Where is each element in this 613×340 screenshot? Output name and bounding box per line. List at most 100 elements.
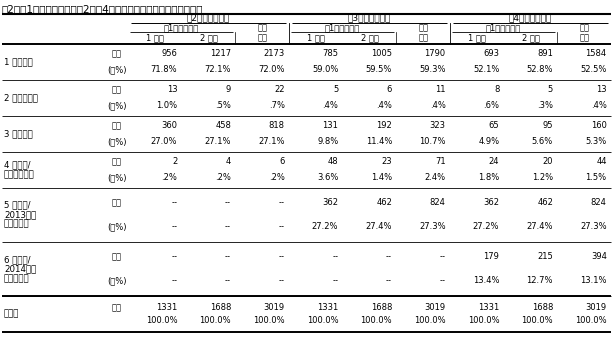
Text: 72.1%: 72.1% — [205, 65, 231, 74]
Text: --: -- — [172, 199, 177, 207]
Text: 1005: 1005 — [371, 49, 392, 58]
Text: (列%): (列%) — [107, 65, 127, 74]
Text: 度数: 度数 — [112, 121, 122, 130]
Text: までに辞退: までに辞退 — [4, 274, 29, 283]
Text: 48: 48 — [328, 157, 338, 166]
Text: 1.4%: 1.4% — [371, 173, 392, 182]
Text: 1.2%: 1.2% — [532, 173, 553, 182]
Text: 360: 360 — [161, 121, 177, 130]
Text: 27.3%: 27.3% — [580, 222, 607, 231]
Text: 6: 6 — [387, 85, 392, 94]
Text: 693: 693 — [484, 49, 500, 58]
Text: 6: 6 — [280, 157, 284, 166]
Text: 1.0%: 1.0% — [156, 101, 177, 110]
Text: 394: 394 — [591, 253, 607, 261]
Text: .4%: .4% — [430, 101, 446, 110]
Text: 4 未送付/: 4 未送付/ — [4, 160, 31, 169]
Text: 合計: 合計 — [418, 33, 428, 42]
Text: 785: 785 — [322, 49, 338, 58]
Text: 1688: 1688 — [371, 303, 392, 312]
Text: 4.9%: 4.9% — [478, 137, 500, 146]
Text: 27.0%: 27.0% — [151, 137, 177, 146]
Text: 度数: 度数 — [112, 303, 122, 312]
Text: 52.5%: 52.5% — [581, 65, 607, 74]
Text: 24: 24 — [489, 157, 500, 166]
Text: 215: 215 — [537, 253, 553, 261]
Text: .6%: .6% — [484, 101, 500, 110]
Text: 3019: 3019 — [585, 303, 607, 312]
Text: 192: 192 — [376, 121, 392, 130]
Text: --: -- — [279, 222, 284, 231]
Text: 100.0%: 100.0% — [146, 316, 177, 325]
Text: 合計: 合計 — [257, 23, 267, 32]
Text: 1.5%: 1.5% — [585, 173, 607, 182]
Text: 458: 458 — [215, 121, 231, 130]
Text: --: -- — [279, 253, 284, 261]
Text: 179: 179 — [484, 253, 500, 261]
Text: --: -- — [386, 253, 392, 261]
Text: 100.0%: 100.0% — [199, 316, 231, 325]
Text: 71: 71 — [435, 157, 446, 166]
Text: 59.3%: 59.3% — [419, 65, 446, 74]
Text: --: -- — [440, 276, 446, 285]
Text: (列%): (列%) — [107, 137, 127, 146]
Text: 第3回調査の結果: 第3回調査の結果 — [348, 14, 391, 22]
Text: 59.5%: 59.5% — [366, 65, 392, 74]
Text: 27.4%: 27.4% — [365, 222, 392, 231]
Text: 5: 5 — [333, 85, 338, 94]
Text: 9.8%: 9.8% — [317, 137, 338, 146]
Text: 52.1%: 52.1% — [473, 65, 500, 74]
Text: --: -- — [279, 276, 284, 285]
Text: --: -- — [332, 276, 338, 285]
Text: (列%): (列%) — [107, 173, 127, 182]
Text: 5 未送付/: 5 未送付/ — [4, 201, 31, 210]
Text: .4%: .4% — [591, 101, 607, 110]
Text: 12.7%: 12.7% — [527, 276, 553, 285]
Text: .3%: .3% — [537, 101, 553, 110]
Text: --: -- — [172, 253, 177, 261]
Text: --: -- — [225, 253, 231, 261]
Text: 第1回調査種別: 第1回調査種別 — [325, 23, 360, 32]
Text: 2 留置: 2 留置 — [200, 33, 218, 42]
Text: 818: 818 — [268, 121, 284, 130]
Text: 27.1%: 27.1% — [258, 137, 284, 146]
Text: までに辞退: までに辞退 — [4, 220, 29, 229]
Text: .7%: .7% — [268, 101, 284, 110]
Text: 100.0%: 100.0% — [414, 316, 446, 325]
Text: 2 留置: 2 留置 — [522, 33, 539, 42]
Text: 5.3%: 5.3% — [585, 137, 607, 146]
Text: .4%: .4% — [376, 101, 392, 110]
Text: 59.0%: 59.0% — [312, 65, 338, 74]
Text: 1331: 1331 — [317, 303, 338, 312]
Text: 合計: 合計 — [579, 23, 589, 32]
Text: --: -- — [172, 222, 177, 231]
Text: 11.4%: 11.4% — [366, 137, 392, 146]
Text: 合計: 合計 — [418, 23, 428, 32]
Text: --: -- — [172, 276, 177, 285]
Text: 1331: 1331 — [478, 303, 500, 312]
Text: 160: 160 — [591, 121, 607, 130]
Text: 95: 95 — [543, 121, 553, 130]
Text: 送付前の辞退: 送付前の辞退 — [4, 170, 35, 179]
Text: 71.8%: 71.8% — [151, 65, 177, 74]
Text: 1.8%: 1.8% — [478, 173, 500, 182]
Text: 44: 44 — [596, 157, 607, 166]
Text: 2014年度: 2014年度 — [4, 265, 36, 273]
Text: 956: 956 — [161, 49, 177, 58]
Text: 27.3%: 27.3% — [419, 222, 446, 231]
Text: --: -- — [225, 222, 231, 231]
Text: 9: 9 — [226, 85, 231, 94]
Text: 度数: 度数 — [112, 199, 122, 207]
Text: 362: 362 — [322, 199, 338, 207]
Text: 2.4%: 2.4% — [425, 173, 446, 182]
Text: 13: 13 — [596, 85, 607, 94]
Text: 度数: 度数 — [112, 85, 122, 94]
Text: --: -- — [279, 199, 284, 207]
Text: 20: 20 — [543, 157, 553, 166]
Text: 824: 824 — [591, 199, 607, 207]
Text: 3 返送なし: 3 返送なし — [4, 129, 32, 138]
Text: 65: 65 — [489, 121, 500, 130]
Text: 131: 131 — [322, 121, 338, 130]
Text: 11: 11 — [435, 85, 446, 94]
Text: 2173: 2173 — [264, 49, 284, 58]
